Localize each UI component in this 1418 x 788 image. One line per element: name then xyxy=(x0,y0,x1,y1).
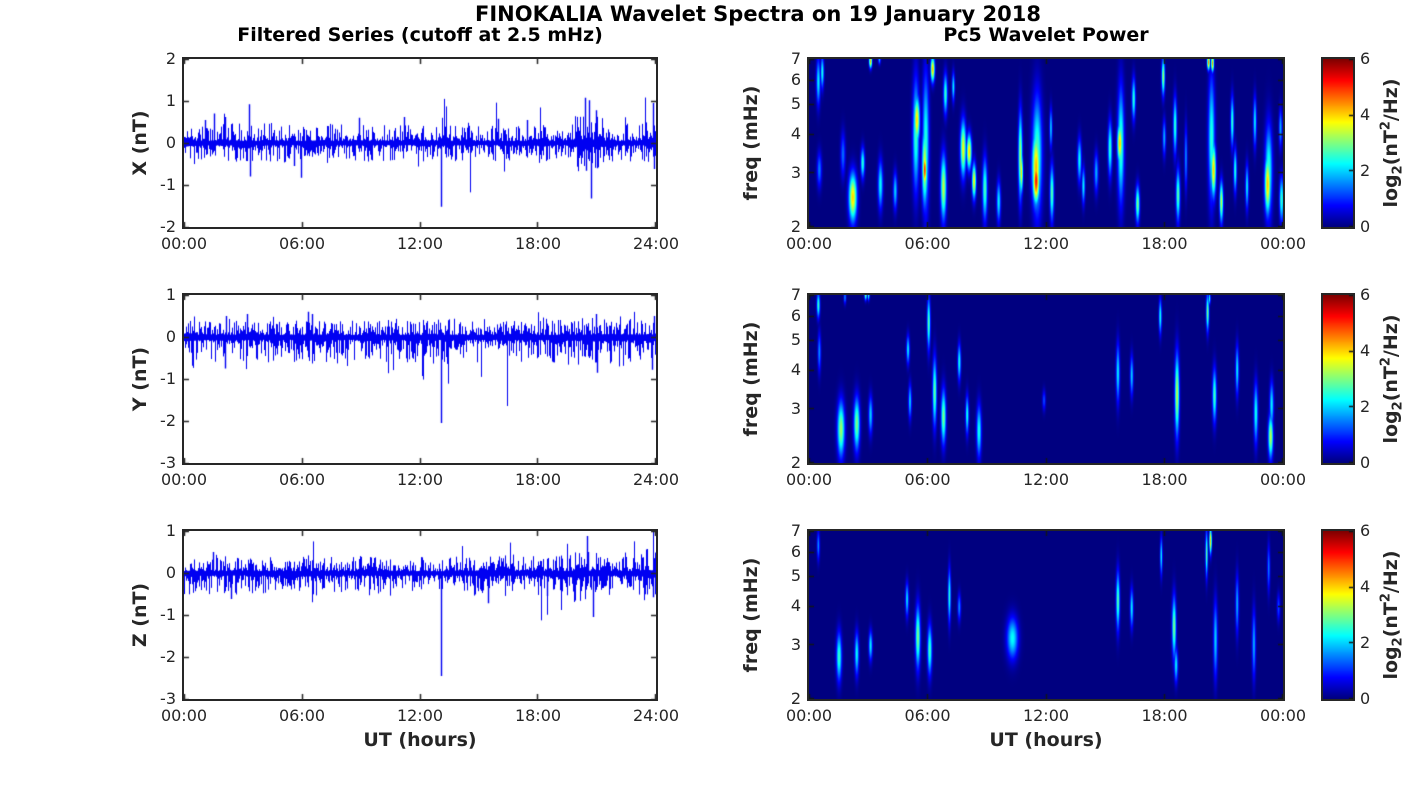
y-colorbar-label: log2(nT2/Hz) xyxy=(1378,314,1406,444)
freq-tick-label: 6 xyxy=(790,541,801,561)
z-colorbar xyxy=(1321,529,1355,701)
colorbar-tick-label: 2 xyxy=(1360,633,1371,652)
colorbar-tick-label: 6 xyxy=(1360,49,1371,68)
x-tick-label: 00:00 xyxy=(785,706,833,725)
x-tick-label: 24:00 xyxy=(632,234,680,253)
x-tick-label: 06:00 xyxy=(278,470,326,489)
x-tick-label: 00:00 xyxy=(1259,234,1307,253)
x-tick-label: 18:00 xyxy=(1141,706,1188,725)
x-colorbar-label: log2(nT2/Hz) xyxy=(1378,78,1406,208)
y-colorbar xyxy=(1321,293,1355,465)
x-tick-label: 00:00 xyxy=(160,234,208,253)
colorbar-tick-label: 2 xyxy=(1360,161,1371,180)
colorbar-tick-label: 0 xyxy=(1360,217,1371,236)
x-tick-label: 00:00 xyxy=(160,470,208,489)
x-tick-label: 12:00 xyxy=(396,706,444,725)
x-tick-label: 06:00 xyxy=(278,234,326,253)
x-tick-label: 18:00 xyxy=(514,706,562,725)
right-column-title: Pc5 Wavelet Power xyxy=(943,24,1149,46)
freq-tick-label: 2 xyxy=(790,217,801,236)
colorbar-tick-label: 2 xyxy=(1360,397,1371,416)
freq-tick-label: 2 xyxy=(790,453,801,472)
x-tick-label: 06:00 xyxy=(904,470,951,489)
freq-tick-label: 5 xyxy=(790,330,801,350)
x-tick-label: 18:00 xyxy=(1141,234,1188,253)
x-tick-label: 18:00 xyxy=(514,470,562,489)
z-wavelet-power-plot xyxy=(807,529,1285,701)
z-filtered-series-plot xyxy=(182,529,658,701)
y-tick-label: -2 xyxy=(160,411,176,430)
x-tick-label: 06:00 xyxy=(278,706,326,725)
freq-tick-label: 4 xyxy=(790,124,801,144)
freq-tick-label: 3 xyxy=(790,634,801,654)
x-tick-label: 18:00 xyxy=(1141,470,1188,489)
freq-tick-label: 7 xyxy=(790,49,801,68)
freq-tick-label: 6 xyxy=(790,305,801,325)
colorbar-tick-label: 6 xyxy=(1360,521,1371,540)
colorbar-tick-label: 4 xyxy=(1360,341,1371,360)
colorbar-tick-label: 4 xyxy=(1360,105,1371,124)
freq-tick-label: 7 xyxy=(790,521,801,540)
y-tick-label: -1 xyxy=(160,369,176,388)
x-tick-label: 24:00 xyxy=(632,470,680,489)
y-tick-label: -1 xyxy=(160,175,176,194)
x-tick-label: 12:00 xyxy=(1022,234,1070,253)
x-tick-label: 12:00 xyxy=(396,470,444,489)
freq-tick-label: 5 xyxy=(790,566,801,586)
colorbar-tick-label: 6 xyxy=(1360,285,1371,304)
y-tick-label: -3 xyxy=(160,689,176,708)
y-tick-label: -1 xyxy=(160,605,176,624)
freq-tick-label: 3 xyxy=(790,162,801,182)
x-tick-label: 00:00 xyxy=(160,706,208,725)
y-tick-label: 1 xyxy=(165,285,176,304)
y-filtered-series-plot xyxy=(182,293,658,465)
y-tick-label: -3 xyxy=(160,453,176,472)
colorbar-tick-label: 4 xyxy=(1360,577,1371,596)
left-column-title: Filtered Series (cutoff at 2.5 mHz) xyxy=(237,24,603,46)
freq-tick-label: 5 xyxy=(790,94,801,114)
freq-tick-label: 6 xyxy=(790,69,801,89)
y-tick-label: 0 xyxy=(165,563,176,582)
x-wavelet-power-plot xyxy=(807,57,1285,229)
x-tick-label: 12:00 xyxy=(1022,470,1070,489)
x-tick-label: 06:00 xyxy=(904,706,951,725)
freq-tick-label: 4 xyxy=(790,360,801,380)
freq-tick-label: 2 xyxy=(790,689,801,708)
z-colorbar-label: log2(nT2/Hz) xyxy=(1378,550,1406,680)
x-tick-label: 00:00 xyxy=(1259,470,1307,489)
x-tick-label: 18:00 xyxy=(514,234,562,253)
colorbar-tick-label: 0 xyxy=(1360,689,1371,708)
colorbar-tick-label: 0 xyxy=(1360,453,1371,472)
x-tick-label: 00:00 xyxy=(785,234,833,253)
y-tick-label: 1 xyxy=(165,521,176,540)
right-x-axis-label: UT (hours) xyxy=(989,729,1103,751)
x-tick-label: 12:00 xyxy=(396,234,444,253)
y-tick-label: 2 xyxy=(165,49,176,68)
y-wavelet-power-plot xyxy=(807,293,1285,465)
y-tick-label: 0 xyxy=(165,133,176,152)
x-tick-label: 24:00 xyxy=(632,706,680,725)
freq-tick-label: 7 xyxy=(790,285,801,304)
x-tick-label: 00:00 xyxy=(785,470,833,489)
x-tick-label: 12:00 xyxy=(1022,706,1070,725)
x-tick-label: 06:00 xyxy=(904,234,951,253)
freq-tick-label: 3 xyxy=(790,398,801,418)
y-tick-label: -2 xyxy=(160,647,176,666)
x-filtered-series-plot xyxy=(182,57,658,229)
y-tick-label: 0 xyxy=(165,327,176,346)
y-tick-label: -2 xyxy=(160,217,176,236)
left-x-axis-label: UT (hours) xyxy=(363,729,477,751)
freq-tick-label: 4 xyxy=(790,596,801,616)
x-colorbar xyxy=(1321,57,1355,229)
figure-title: FINOKALIA Wavelet Spectra on 19 January … xyxy=(475,2,1041,26)
y-tick-label: 1 xyxy=(165,91,176,110)
x-tick-label: 00:00 xyxy=(1259,706,1307,725)
